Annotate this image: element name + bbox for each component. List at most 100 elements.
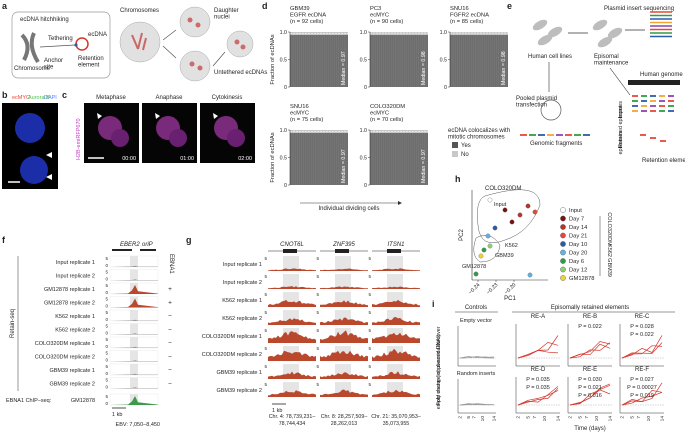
- text-label: ecMYC: [370, 111, 389, 117]
- coverage: [110, 387, 158, 389]
- coverage: [320, 317, 368, 325]
- x-tick-label: 5: [630, 416, 636, 419]
- x-tick-label: 10: [480, 416, 486, 422]
- legend-label: Day 20: [569, 251, 587, 257]
- cell: [111, 129, 129, 147]
- text-label: (n = 92 cells): [290, 19, 323, 25]
- track-name: Input replicate 1: [56, 260, 95, 266]
- text-label: (n = 75 cells): [290, 117, 323, 123]
- text-label: ecDNA hitchhiking: [20, 17, 69, 23]
- text-label: RE-B: [583, 314, 597, 320]
- legend-marker: [560, 215, 566, 222]
- coverage: [268, 299, 316, 307]
- track-tick: 5: [264, 310, 267, 315]
- chromosome: [131, 32, 147, 51]
- text-label: Median = 0.97: [341, 51, 347, 85]
- x-tick-label: −0.20: [504, 282, 518, 296]
- text-label: Input: [618, 105, 624, 118]
- panel-label: f: [2, 235, 6, 245]
- cluster-outline: [477, 189, 541, 244]
- track-tick: 0: [105, 331, 108, 336]
- legend-marker: [560, 224, 566, 230]
- ecdna-ring: [75, 37, 89, 51]
- text-label: Median = 0.97: [341, 149, 347, 183]
- track-name: GBM39 replicate 2: [216, 388, 262, 394]
- x-tick-label: 10: [594, 416, 600, 422]
- text-label: RE-A: [531, 314, 545, 320]
- text-label: COLO320DM: [606, 212, 612, 246]
- text-label: Median = 0.97: [421, 149, 427, 183]
- track-tick: 5: [105, 351, 108, 356]
- y-tick-label: 0: [284, 183, 287, 189]
- track-tick: 0: [105, 263, 108, 268]
- track-name: GBM39 replicate 2: [49, 382, 95, 388]
- text-label: Individual dividing cells: [318, 206, 379, 212]
- y-tick-label: 0.5: [280, 156, 287, 162]
- trace: [517, 349, 559, 359]
- y-tick-label: 0.5: [360, 58, 367, 64]
- text-label: oriP: [142, 242, 153, 248]
- text-label: RE-D: [531, 367, 546, 373]
- track-tick: 5: [368, 274, 371, 279]
- pca-point: [478, 253, 484, 259]
- text-label: maintenance: [594, 61, 629, 67]
- highlight: [130, 350, 138, 362]
- track-tick: 5: [316, 274, 319, 279]
- cell: [227, 129, 245, 147]
- coverage: [268, 350, 316, 361]
- track-tick: 5: [264, 328, 267, 333]
- track-tick: 5: [105, 310, 108, 315]
- track-tick: 5: [316, 310, 319, 315]
- text-label: GBM39: [290, 6, 310, 12]
- text-label: ecDNA colocalizes with: [448, 128, 510, 134]
- arrow: [568, 29, 645, 34]
- text-label: Fraction of ecDNAs: [270, 34, 276, 84]
- text-label: ecMYC: [290, 111, 309, 117]
- nucleus-ecdna: [189, 61, 195, 67]
- text-label: 01:00: [180, 156, 194, 162]
- p-value: P = 0.035: [526, 377, 550, 383]
- track-tick: 5: [105, 337, 108, 342]
- y-tick-label: 0: [364, 85, 367, 91]
- trace: [621, 391, 663, 406]
- x-tick-label: −0.23: [486, 282, 500, 296]
- track-tick: 5: [105, 364, 108, 369]
- text-label: Chromosomes: [120, 8, 159, 14]
- y-tick-label: 0.5: [440, 58, 447, 64]
- track-name: K562 replicate 1: [55, 314, 95, 320]
- text-label: Chromosome: [14, 66, 51, 72]
- text-label: Pooled plasmid: [516, 96, 557, 102]
- text-label: Median = 0.98: [501, 51, 507, 85]
- track-tick: 0: [105, 317, 108, 322]
- pca-point: [487, 243, 493, 249]
- locus-bar: [140, 249, 156, 251]
- track-tick: 5: [316, 346, 319, 351]
- exon: [387, 249, 401, 253]
- text-label: element: [78, 63, 100, 69]
- legend-marker: [560, 241, 566, 247]
- coverage: [268, 318, 316, 325]
- track-tick: 0: [105, 304, 108, 309]
- nucleus-ecdna: [187, 17, 193, 23]
- text-label: Aurora B: [28, 95, 50, 101]
- nucleus: [20, 156, 48, 184]
- track-tick: 5: [264, 364, 267, 369]
- p-value: P = 0.00027: [627, 385, 657, 391]
- x-tick-label: 10: [646, 416, 652, 422]
- locus-bar: [112, 249, 132, 251]
- text-label: Retention: [78, 56, 104, 62]
- highlight: [130, 256, 138, 267]
- trace: [517, 390, 559, 406]
- coverage: [110, 373, 158, 375]
- ebna1-status: −: [168, 367, 172, 374]
- pca-point: [481, 247, 487, 253]
- coverage: [372, 317, 420, 325]
- track-tick: 5: [368, 256, 371, 261]
- text-label: (n = 70 cells): [370, 117, 403, 123]
- text-label: SNU16: [290, 104, 309, 110]
- y-tick-label: 1.0: [280, 128, 287, 134]
- arrow: [162, 29, 226, 67]
- text-label: GBM39: [495, 253, 514, 259]
- coverage: [268, 286, 316, 289]
- arrowhead: [213, 113, 218, 119]
